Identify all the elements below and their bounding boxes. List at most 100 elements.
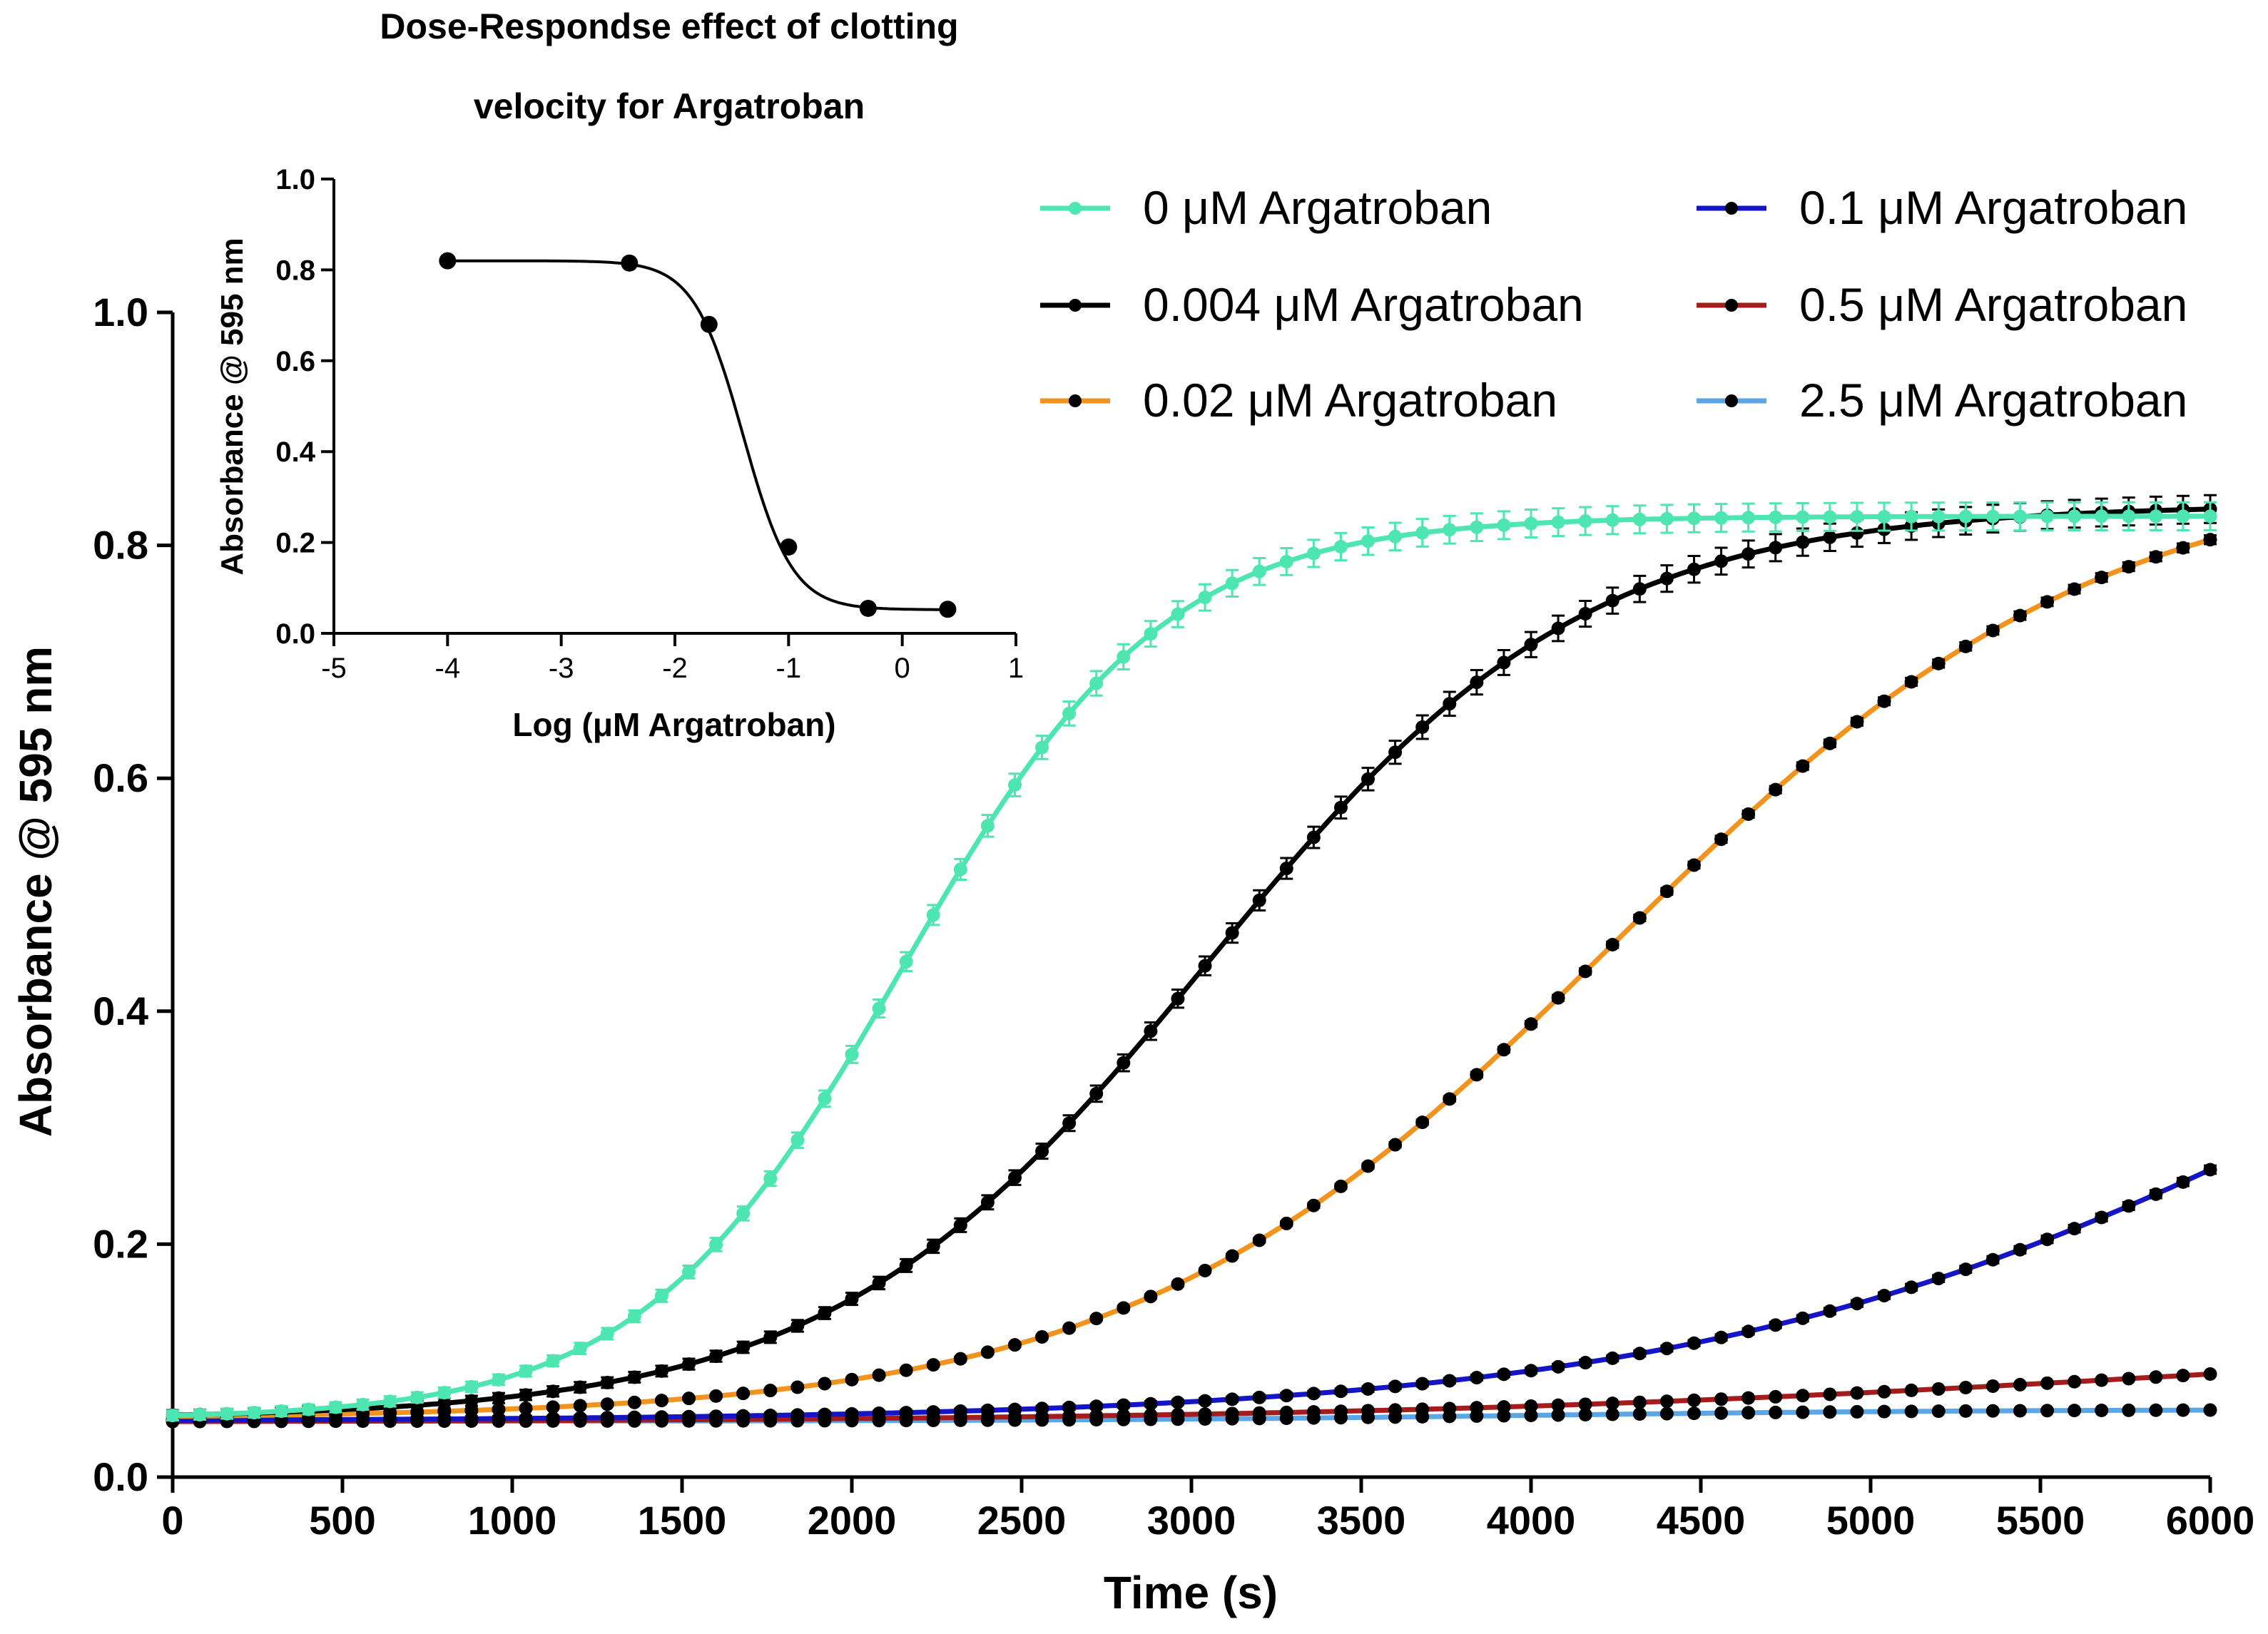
data-point <box>1279 1216 1293 1230</box>
data-point <box>1279 862 1293 876</box>
data-point <box>1687 511 1701 526</box>
data-point <box>1877 1384 1891 1399</box>
inset-x-tick-label: 1 <box>1008 653 1024 684</box>
inset-data-point <box>939 601 957 618</box>
data-point <box>1062 1400 1077 1414</box>
data-point <box>1470 1371 1484 1385</box>
data-point <box>1252 1406 1266 1420</box>
series-line <box>172 506 2211 1418</box>
data-point <box>1931 1382 1946 1396</box>
data-point <box>1035 1144 1049 1158</box>
data-point <box>166 1409 180 1423</box>
data-point <box>1551 991 1565 1005</box>
data-point <box>709 1409 723 1424</box>
data-point <box>356 1397 370 1411</box>
legend-item-5: 0.5 μM Argatroban <box>1697 278 2187 331</box>
data-point <box>1497 1043 1511 1057</box>
data-point <box>1985 1252 2000 1267</box>
data-point <box>600 1327 614 1341</box>
data-point <box>899 954 913 969</box>
data-point <box>2176 541 2190 555</box>
data-point <box>1659 1406 1674 1421</box>
data-point <box>1769 782 1783 797</box>
data-point <box>872 1276 886 1290</box>
data-point <box>573 1399 587 1413</box>
inset-data-point <box>780 538 798 556</box>
main-y-tick-label: 0.2 <box>93 1221 148 1266</box>
data-point <box>1252 893 1266 907</box>
data-point <box>2040 509 2055 524</box>
inset-x-tick-label: -2 <box>662 653 688 684</box>
data-point <box>1605 938 1619 952</box>
data-point <box>1796 759 1810 773</box>
data-point <box>2013 1377 2027 1392</box>
data-point <box>1551 1359 1565 1374</box>
legend-label: 0.1 μM Argatroban <box>1799 181 2187 234</box>
data-point <box>1850 715 1864 729</box>
main-y-axis-label: Absorbance @ 595 nm <box>10 646 61 1137</box>
data-point <box>1687 858 1701 872</box>
data-point <box>2149 1403 2163 1417</box>
main-y-tick-label: 0.8 <box>93 523 148 568</box>
data-point <box>600 1411 614 1425</box>
data-point <box>2068 582 2082 596</box>
data-point <box>1796 1389 1810 1403</box>
inset-data-point <box>621 254 639 272</box>
data-point <box>1823 1405 1837 1419</box>
data-point <box>2176 1175 2190 1189</box>
data-point <box>1551 621 1565 635</box>
inset-data-point <box>700 315 718 333</box>
data-point <box>1497 1367 1511 1382</box>
data-point <box>1659 1394 1674 1409</box>
data-point <box>1741 1406 1756 1420</box>
data-point <box>1850 1386 1864 1400</box>
data-point <box>1687 1336 1701 1350</box>
data-point <box>1877 509 1891 524</box>
data-point <box>2122 560 2136 574</box>
data-point <box>1225 1406 1239 1421</box>
legend-swatch-marker <box>1725 299 1738 312</box>
data-point <box>1632 1395 1647 1409</box>
data-point <box>1931 656 1946 670</box>
legend-label: 0.004 μM Argatroban <box>1143 278 1584 331</box>
data-point <box>410 1390 424 1404</box>
data-point <box>818 1377 832 1391</box>
data-point <box>1443 1374 1457 1388</box>
data-point <box>980 1195 995 1210</box>
data-point <box>1985 1379 2000 1393</box>
data-point <box>1931 1272 1946 1286</box>
data-point <box>1007 1338 1022 1352</box>
data-point <box>2040 1376 2055 1390</box>
data-point <box>1632 1407 1647 1421</box>
data-point <box>1388 529 1403 543</box>
main-axes: 0 500 1000 1500 2000 2500 3000 3500 4000 4500 5000… <box>93 290 2254 1543</box>
data-point <box>1089 676 1104 690</box>
data-point <box>519 1401 533 1416</box>
data-point <box>1551 1408 1565 1422</box>
data-point <box>1388 745 1403 760</box>
data-point <box>1985 509 2000 524</box>
data-point <box>1035 1401 1049 1416</box>
data-point <box>872 1368 886 1382</box>
data-point <box>1632 1347 1647 1361</box>
main-x-tick-label: 2500 <box>977 1498 1067 1543</box>
data-point <box>790 1380 805 1394</box>
data-point <box>1361 1382 1375 1396</box>
data-point <box>2122 1199 2136 1213</box>
data-point <box>1714 832 1729 847</box>
data-point <box>1958 1380 1973 1394</box>
main-y-tick-label: 0.0 <box>93 1454 148 1499</box>
data-point <box>1823 1304 1837 1318</box>
data-point <box>1306 1198 1321 1212</box>
data-point <box>845 1047 859 1061</box>
data-point <box>953 1404 967 1419</box>
data-point <box>519 1388 533 1402</box>
data-point <box>1850 1404 1864 1419</box>
data-point <box>1333 540 1348 554</box>
data-point <box>1443 1401 1457 1416</box>
data-point <box>1632 512 1647 526</box>
main-x-tick-label: 4500 <box>1657 1498 1746 1543</box>
data-point <box>2095 1210 2109 1225</box>
data-point <box>1279 554 1293 568</box>
data-point <box>2068 1404 2082 1418</box>
